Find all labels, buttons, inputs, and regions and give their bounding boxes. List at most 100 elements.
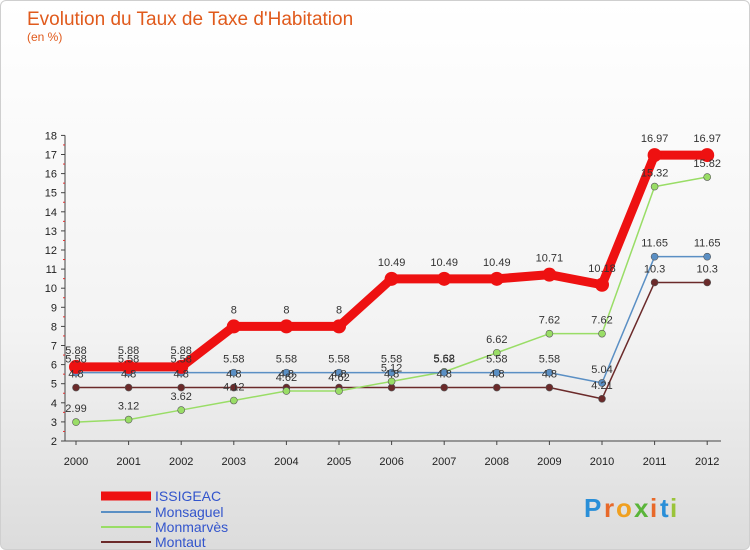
x-tick-label: 2003 bbox=[222, 456, 246, 468]
data-label: 4.62 bbox=[276, 372, 297, 384]
y-tick-label: 13 bbox=[45, 226, 57, 238]
data-point bbox=[595, 277, 609, 292]
data-point bbox=[177, 383, 185, 392]
legend-label: ISSIGEAC bbox=[155, 488, 221, 504]
y-tick-label: 2 bbox=[51, 436, 57, 448]
data-label: 8 bbox=[231, 304, 237, 316]
data-point bbox=[650, 252, 659, 261]
chart-data-labels: 5.88 5.88 5.88 8 8 8 10.49 10.49 10.49 10.71 10.18… bbox=[65, 133, 721, 415]
x-tick-label: 2002 bbox=[169, 456, 193, 468]
data-point bbox=[69, 359, 83, 374]
y-tick-label: 6 bbox=[51, 360, 57, 372]
y-tick-label: 11 bbox=[46, 264, 57, 276]
x-tick-label: 2008 bbox=[485, 456, 509, 468]
data-label: 11.65 bbox=[694, 238, 721, 250]
data-label: 5.58 bbox=[65, 354, 86, 366]
data-label: 3.62 bbox=[170, 391, 191, 403]
data-label: 8 bbox=[283, 304, 289, 316]
data-label: 4.8 bbox=[174, 369, 189, 381]
chart-title: Evolution du Taux de Taxe d'Habitation bbox=[27, 9, 353, 30]
data-label: 5.62 bbox=[433, 353, 454, 365]
data-label: 4.8 bbox=[384, 369, 399, 381]
y-tick-label: 15 bbox=[45, 188, 57, 200]
y-tick-label: 14 bbox=[45, 207, 57, 219]
data-point bbox=[124, 415, 133, 424]
data-label: 10.49 bbox=[483, 257, 511, 269]
x-tick-label: 2006 bbox=[379, 456, 403, 468]
data-point bbox=[230, 383, 238, 392]
brand-letter: r bbox=[604, 493, 614, 523]
x-tick-label: 2004 bbox=[274, 456, 298, 468]
data-label: 11.65 bbox=[641, 238, 668, 250]
y-tick-label: 10 bbox=[45, 283, 57, 295]
data-point bbox=[335, 387, 343, 395]
y-tick-label: 3 bbox=[51, 417, 57, 429]
data-point bbox=[545, 368, 554, 377]
data-point bbox=[282, 368, 291, 377]
data-point bbox=[703, 173, 712, 181]
data-label: 5.58 bbox=[433, 354, 454, 366]
data-point bbox=[437, 271, 452, 286]
data-point bbox=[650, 278, 659, 287]
data-label: 10.71 bbox=[536, 253, 564, 265]
data-point bbox=[489, 271, 504, 286]
data-point bbox=[282, 387, 291, 395]
data-point bbox=[124, 383, 133, 392]
data-label: 4.8 bbox=[542, 369, 557, 381]
data-label: 5.12 bbox=[381, 362, 402, 374]
data-point bbox=[598, 379, 606, 387]
x-tick-label: 2009 bbox=[537, 456, 561, 468]
data-point bbox=[703, 252, 712, 261]
y-tick-label: 18 bbox=[45, 130, 57, 142]
data-point bbox=[440, 383, 449, 392]
data-label: 2.99 bbox=[65, 403, 86, 415]
data-label: 7.62 bbox=[539, 315, 560, 327]
data-point bbox=[492, 368, 501, 377]
data-label: 5.88 bbox=[118, 345, 139, 357]
data-label: 5.58 bbox=[381, 354, 402, 366]
legend-label: Monsaguel bbox=[155, 504, 224, 520]
data-label: 3.12 bbox=[118, 401, 139, 413]
data-point bbox=[226, 319, 241, 334]
data-label: 15.82 bbox=[693, 158, 721, 170]
data-point bbox=[700, 148, 715, 163]
data-point bbox=[545, 383, 554, 392]
data-point bbox=[230, 396, 238, 405]
data-point bbox=[703, 278, 712, 287]
data-point bbox=[545, 329, 554, 338]
data-point bbox=[384, 271, 399, 286]
x-tick-label: 2000 bbox=[64, 456, 88, 468]
data-point bbox=[650, 182, 659, 191]
brand-letter: P bbox=[584, 493, 601, 523]
data-point bbox=[279, 319, 294, 334]
y-tick-label: 9 bbox=[51, 302, 57, 314]
data-point bbox=[174, 359, 189, 374]
y-tick-label: 7 bbox=[51, 341, 57, 353]
data-label: 5.58 bbox=[539, 354, 560, 366]
y-tick-label: 17 bbox=[45, 150, 57, 162]
data-point bbox=[598, 394, 606, 403]
data-label: 16.97 bbox=[641, 133, 669, 145]
data-label: 10.18 bbox=[588, 263, 616, 275]
data-label: 10.49 bbox=[430, 257, 458, 269]
x-tick-label: 2001 bbox=[116, 456, 140, 468]
y-tick-label: 12 bbox=[45, 245, 57, 257]
data-label: 4.8 bbox=[121, 369, 136, 381]
y-tick-label: 16 bbox=[45, 169, 57, 181]
data-point bbox=[387, 368, 396, 377]
data-label: 5.58 bbox=[328, 354, 349, 366]
brand-letter: t bbox=[660, 493, 669, 523]
data-point bbox=[230, 368, 238, 377]
data-label: 8 bbox=[336, 304, 342, 316]
data-label: 5.88 bbox=[65, 345, 86, 357]
data-label: 4.8 bbox=[437, 369, 452, 381]
data-point bbox=[72, 383, 80, 392]
data-label: 6.62 bbox=[486, 334, 507, 346]
y-tick-label: 5 bbox=[51, 379, 57, 391]
data-label: 5.58 bbox=[486, 354, 507, 366]
data-point bbox=[332, 319, 346, 334]
